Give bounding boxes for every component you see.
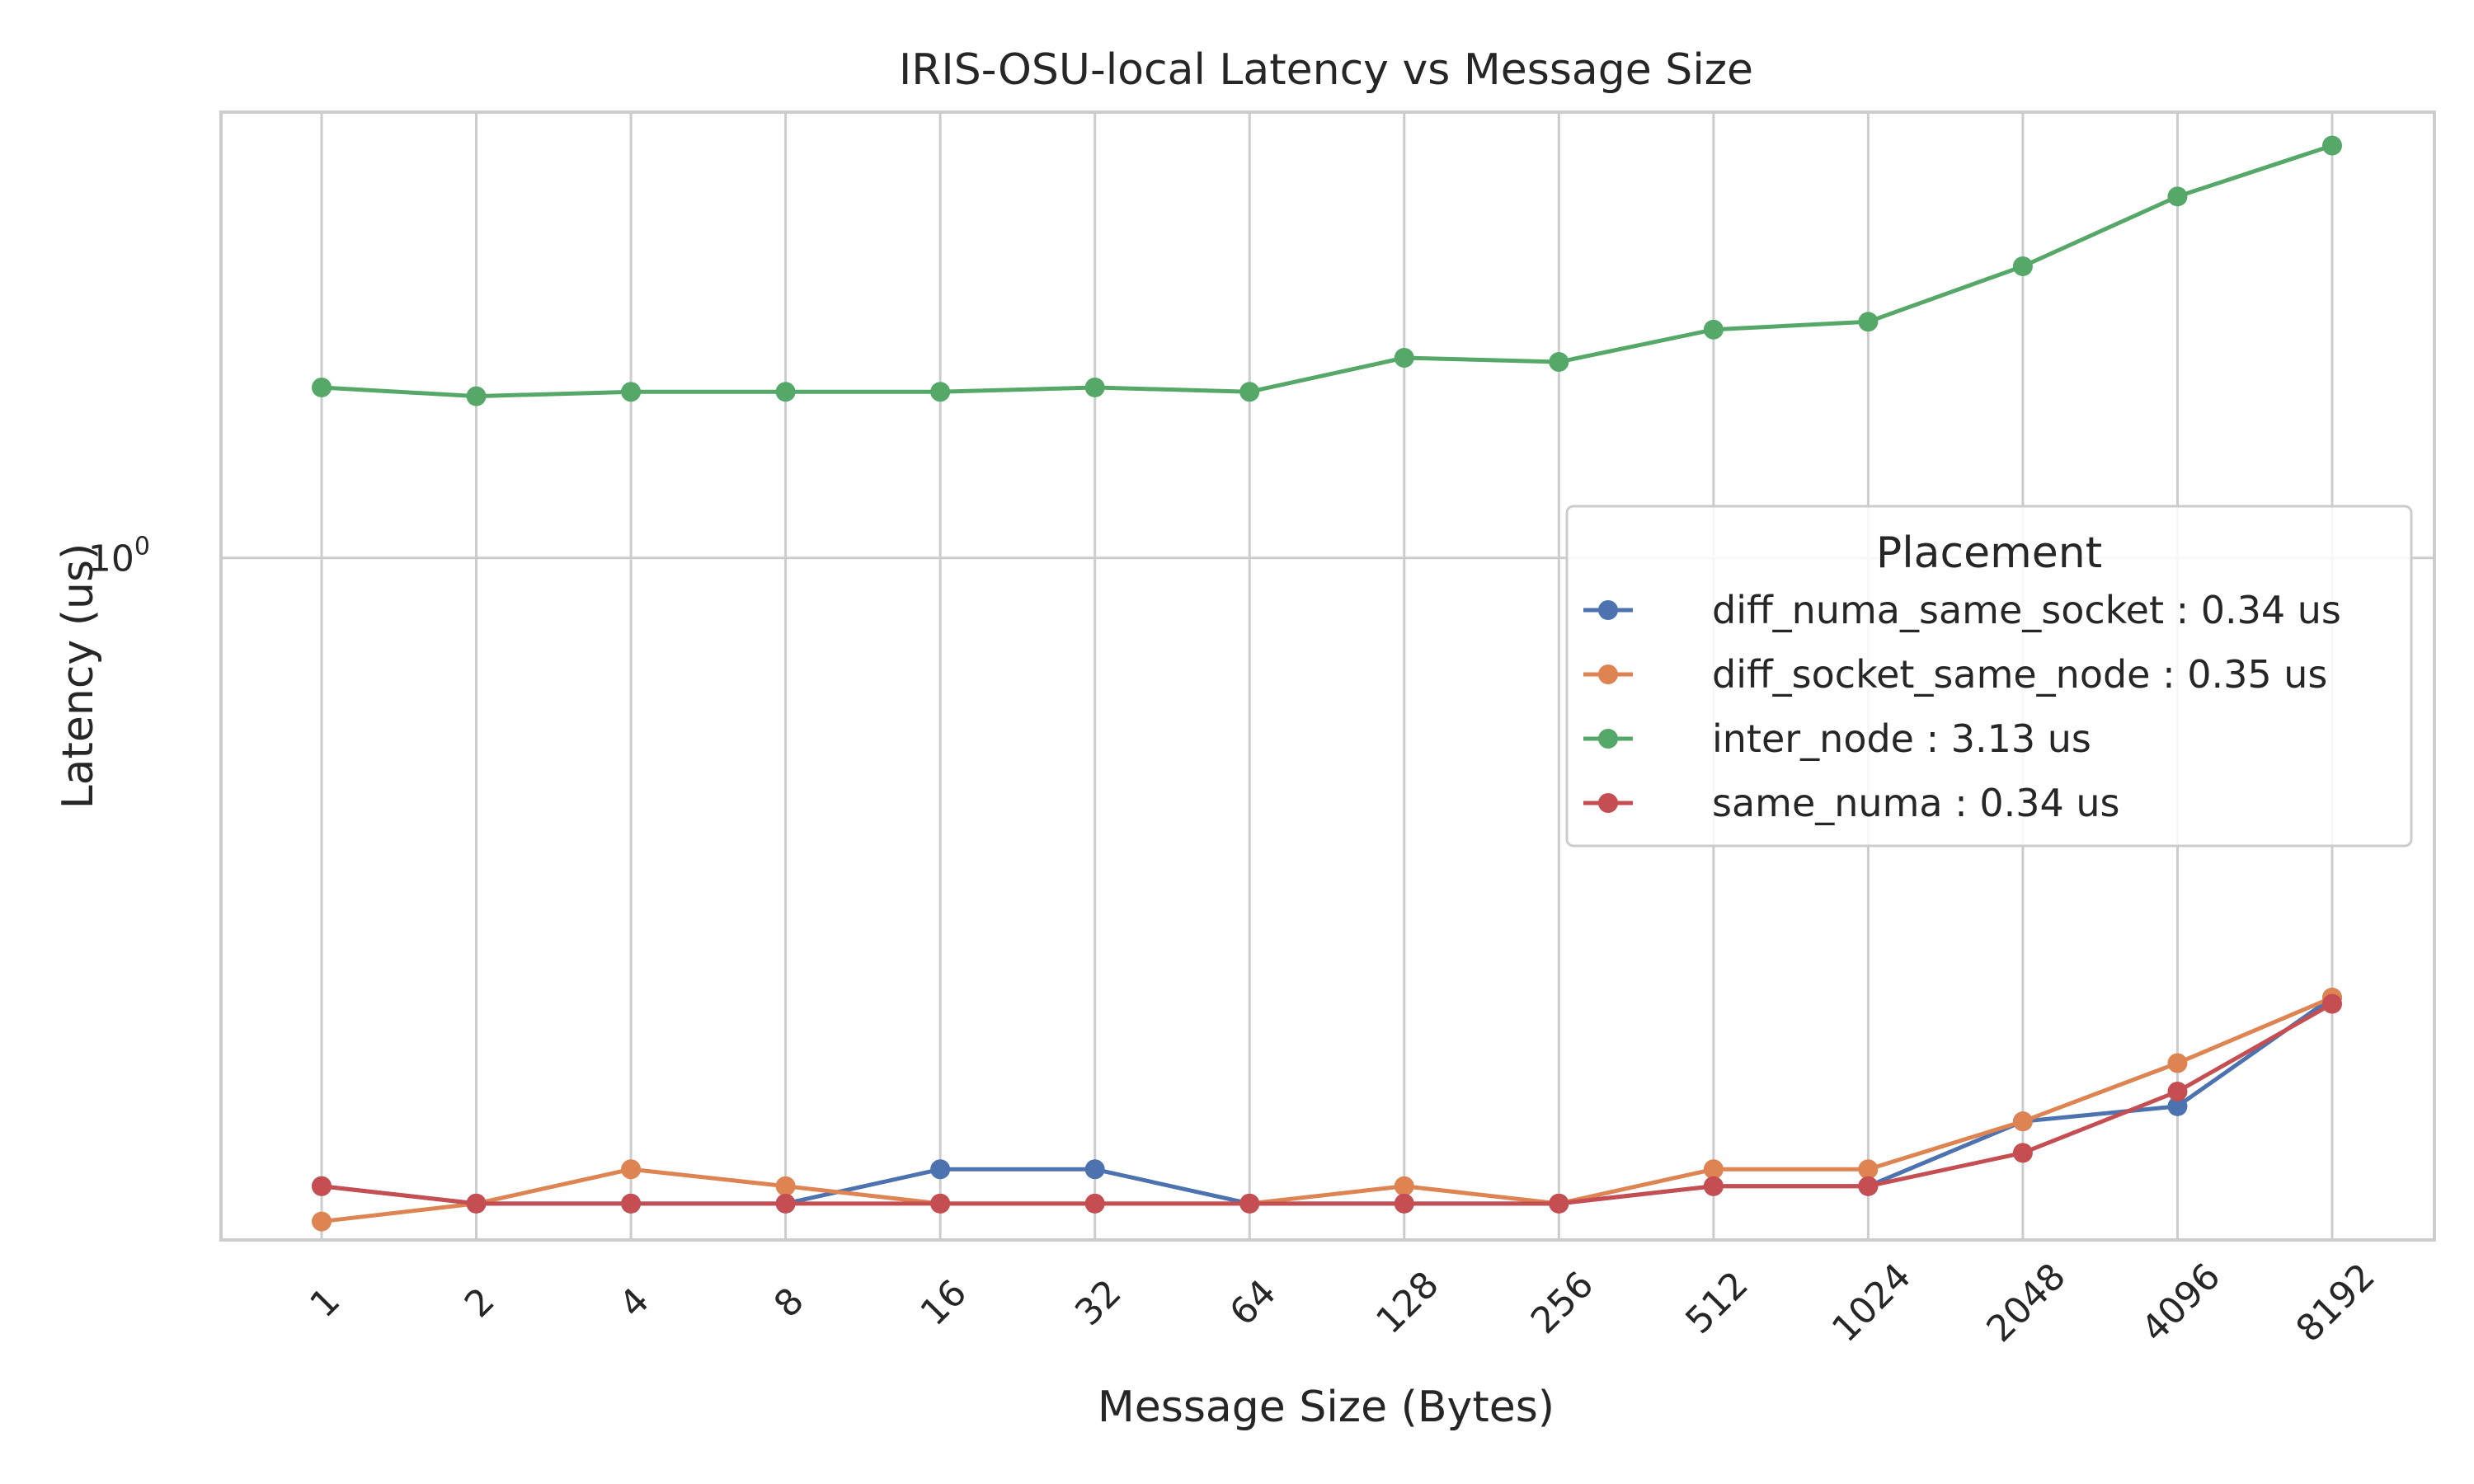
- legend-label: same_numa : 0.34 us: [1712, 781, 2119, 825]
- data-point: [1394, 1193, 1414, 1214]
- x-tick-label: 4096: [2133, 1256, 2228, 1350]
- data-point: [1549, 1193, 1569, 1214]
- data-point: [1239, 1193, 1260, 1214]
- series-3: [312, 993, 2342, 1214]
- legend-label: inter_node : 3.13 us: [1712, 716, 2091, 761]
- data-point: [1703, 319, 1724, 340]
- data-point: [1084, 1159, 1105, 1180]
- data-point: [2322, 993, 2342, 1014]
- data-point: [312, 1176, 332, 1196]
- data-point: [930, 1159, 951, 1180]
- data-point: [775, 382, 796, 402]
- data-point: [1858, 312, 1879, 332]
- data-point: [466, 386, 487, 406]
- data-point: [1239, 382, 1260, 402]
- x-tick-label: 2048: [1979, 1256, 2074, 1350]
- data-point: [312, 1211, 332, 1232]
- data-point: [312, 377, 332, 397]
- series-0: [312, 988, 2342, 1214]
- data-point: [2167, 1081, 2188, 1101]
- legend-marker: [1598, 600, 1618, 620]
- legend-title: Placement: [1876, 528, 2102, 578]
- data-point: [1549, 352, 1569, 373]
- x-tick-label: 2: [457, 1280, 503, 1326]
- x-tick-label: 32: [1067, 1271, 1130, 1334]
- x-tick-label: 128: [1368, 1264, 1446, 1342]
- data-point: [1703, 1159, 1724, 1180]
- plot-area-frame: [219, 110, 2436, 1242]
- data-point: [775, 1176, 796, 1196]
- legend-marker: [1598, 793, 1618, 813]
- series-layer: [312, 135, 2342, 1232]
- data-point: [1084, 1193, 1105, 1214]
- series-2: [312, 135, 2342, 406]
- x-tick-label: 8: [766, 1280, 812, 1326]
- x-tick-label: 1: [302, 1280, 348, 1326]
- x-tick-label: 64: [1222, 1271, 1285, 1334]
- data-point: [2012, 256, 2033, 276]
- x-tick-label: 1024: [1824, 1256, 1919, 1350]
- series-line: [321, 143, 2333, 399]
- chart-title: IRIS-OSU-local Latency vs Message Size: [899, 45, 1753, 95]
- series-line: [321, 995, 2333, 1224]
- data-point: [775, 1193, 796, 1214]
- legend-label: diff_numa_same_socket : 0.34 us: [1712, 588, 2341, 632]
- data-point: [2012, 1143, 2033, 1163]
- legend-marker: [1598, 729, 1618, 749]
- x-axis-label: Message Size (Bytes): [1098, 1383, 1554, 1432]
- series-1: [312, 988, 2342, 1232]
- data-point: [2167, 1096, 2188, 1116]
- data-point: [2167, 186, 2188, 207]
- x-tick-label: 8192: [2288, 1256, 2383, 1350]
- data-point: [930, 1193, 951, 1214]
- data-point: [1858, 1176, 1879, 1196]
- data-point: [621, 1193, 642, 1214]
- data-point: [621, 382, 642, 402]
- data-point: [2167, 1053, 2188, 1073]
- x-tick-label: 4: [611, 1280, 657, 1326]
- y-tick-label: 100: [88, 533, 150, 580]
- data-point: [1394, 1176, 1414, 1196]
- y-axis-label: Latency (us): [54, 543, 103, 810]
- data-point: [2322, 135, 2342, 156]
- series-line: [321, 1002, 2334, 1206]
- legend-marker: [1598, 665, 1618, 684]
- x-tick-labels: 1 2 4 8 16 32 64 128 256 512 1024 2048 4096 8192: [302, 1256, 2383, 1350]
- data-point: [1084, 377, 1105, 397]
- y-tick-labels: 100: [88, 533, 150, 580]
- legend: Placement diff_numa_same_socket : 0.34 us…: [1565, 505, 2413, 848]
- data-point: [2012, 1111, 2033, 1132]
- data-point: [621, 1159, 642, 1180]
- data-point: [930, 382, 951, 402]
- legend-box: [1565, 505, 2413, 848]
- x-tick-label: 512: [1677, 1264, 1756, 1342]
- data-point: [1394, 348, 1414, 369]
- legend-label: diff_socket_same_node : 0.35 us: [1712, 652, 2327, 697]
- x-tick-label: 16: [913, 1271, 976, 1334]
- data-point: [1858, 1159, 1879, 1180]
- data-point: [466, 1193, 487, 1214]
- data-point: [1703, 1176, 1724, 1196]
- x-tick-label: 256: [1523, 1264, 1602, 1342]
